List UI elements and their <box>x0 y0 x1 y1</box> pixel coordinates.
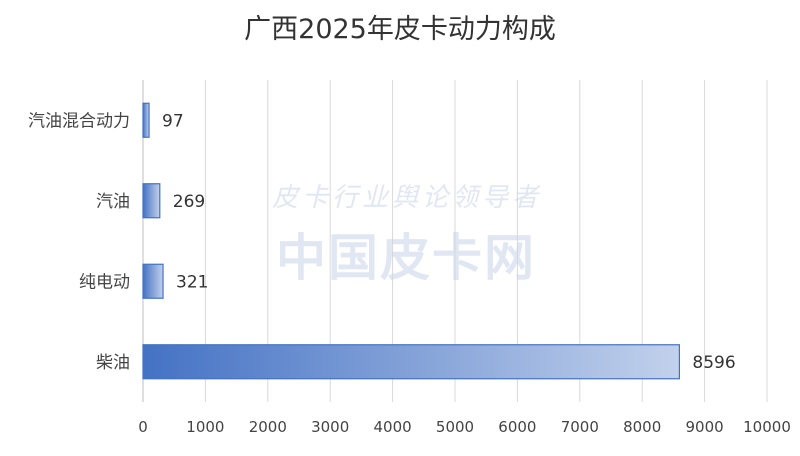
data-labels: 97 269 321 8596 <box>162 111 736 373</box>
chart-title: 广西2025年皮卡动力构成 <box>244 14 556 45</box>
x-tick-label: 0 <box>138 418 148 436</box>
x-tick-label: 10000 <box>743 418 791 436</box>
x-axis-ticks: 0 1000 2000 3000 4000 5000 6000 7000 8000 9000 100… <box>138 418 791 436</box>
data-label: 97 <box>162 111 184 131</box>
data-label: 269 <box>173 192 205 212</box>
x-tick-label: 5000 <box>436 418 474 436</box>
x-tick-label: 4000 <box>374 418 412 436</box>
x-tick-label: 3000 <box>311 418 349 436</box>
data-label: 321 <box>176 272 208 292</box>
x-tick-label: 8000 <box>623 418 661 436</box>
category-label: 柴油 <box>96 353 130 373</box>
bars <box>142 102 680 380</box>
watermark-slogan: 皮卡行业舆论领导者 <box>272 183 542 213</box>
category-label: 汽油 <box>96 192 130 212</box>
x-tick-label: 1000 <box>186 418 224 436</box>
bar <box>142 344 680 380</box>
x-tick-label: 2000 <box>249 418 287 436</box>
x-tick-label: 6000 <box>498 418 536 436</box>
x-tick-label: 9000 <box>686 418 724 436</box>
category-label: 纯电动 <box>79 272 130 292</box>
grid-lines <box>142 80 768 402</box>
bar <box>142 263 164 299</box>
data-label: 8596 <box>692 353 735 373</box>
bar <box>142 102 150 138</box>
bar <box>142 183 161 219</box>
category-label: 汽油混合动力 <box>28 111 130 131</box>
watermark: 皮卡行业舆论领导者 中国皮卡网 <box>272 183 542 287</box>
watermark-logo-text: 中国皮卡网 <box>276 229 536 287</box>
x-tick-label: 7000 <box>561 418 599 436</box>
